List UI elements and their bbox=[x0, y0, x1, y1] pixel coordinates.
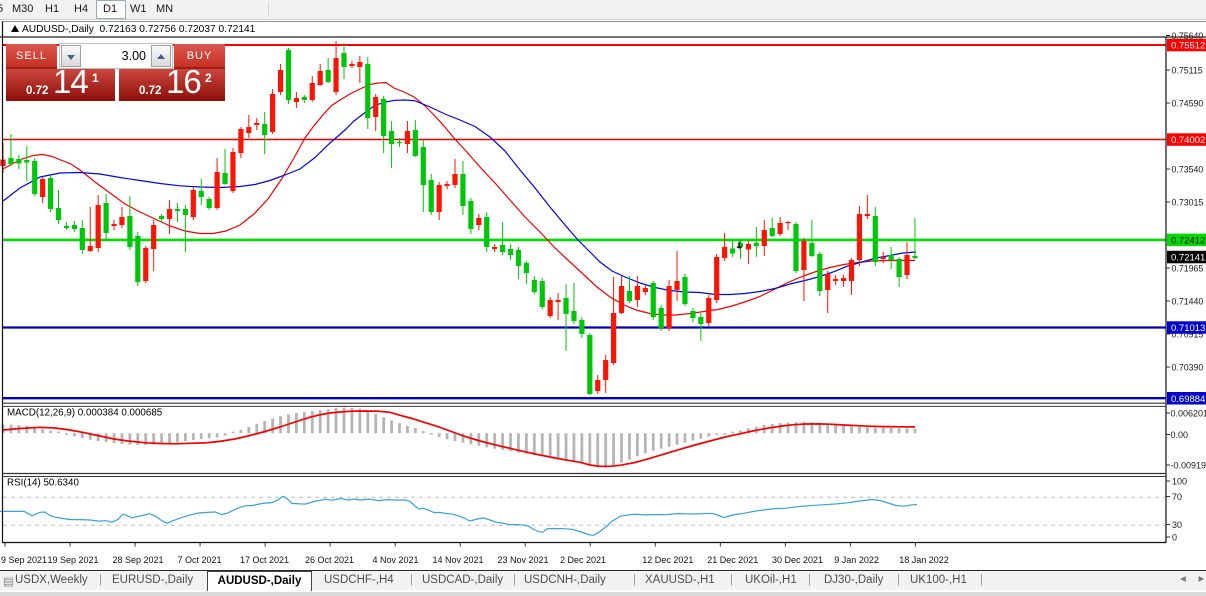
svg-text:0.006201: 0.006201 bbox=[1171, 409, 1206, 419]
svg-text:30 Dec 2021: 30 Dec 2021 bbox=[772, 555, 823, 565]
svg-text:0.75640: 0.75640 bbox=[1172, 31, 1204, 41]
svg-text:28 Sep 2021: 28 Sep 2021 bbox=[113, 555, 164, 565]
svg-text:0.70390: 0.70390 bbox=[1172, 362, 1204, 372]
svg-text:17 Oct 2021: 17 Oct 2021 bbox=[240, 555, 289, 565]
svg-text:0.70915: 0.70915 bbox=[1172, 329, 1204, 339]
svg-text:0: 0 bbox=[1172, 533, 1177, 543]
svg-text:0.72412: 0.72412 bbox=[1171, 235, 1205, 246]
svg-text:0.71440: 0.71440 bbox=[1172, 296, 1204, 306]
svg-text:-0.00919: -0.00919 bbox=[1171, 461, 1206, 471]
svg-text:0.69884: 0.69884 bbox=[1171, 394, 1205, 405]
svg-text:7 Oct 2021: 7 Oct 2021 bbox=[178, 555, 222, 565]
svg-text:0.74002: 0.74002 bbox=[1171, 135, 1205, 146]
svg-text:9 Sep 2021: 9 Sep 2021 bbox=[1, 555, 47, 565]
svg-text:RSI(14) 50.6340: RSI(14) 50.6340 bbox=[7, 478, 79, 489]
svg-text:0.75115: 0.75115 bbox=[1172, 65, 1203, 75]
svg-text:0.72141: 0.72141 bbox=[1171, 253, 1205, 264]
svg-text:0.00: 0.00 bbox=[1171, 430, 1189, 440]
svg-text:30: 30 bbox=[1172, 520, 1182, 530]
svg-text:0.71013: 0.71013 bbox=[1171, 323, 1205, 334]
svg-text:26 Oct 2021: 26 Oct 2021 bbox=[305, 555, 354, 565]
svg-text:70: 70 bbox=[1172, 492, 1182, 502]
svg-text:MACD(12,26,9) 0.000384 0.00068: MACD(12,26,9) 0.000384 0.000685 bbox=[7, 408, 163, 419]
svg-text:18 Jan 2022: 18 Jan 2022 bbox=[899, 555, 949, 565]
svg-text:0.75512: 0.75512 bbox=[1171, 41, 1205, 52]
svg-text:2 Dec 2021: 2 Dec 2021 bbox=[560, 555, 606, 565]
svg-text:23 Nov 2021: 23 Nov 2021 bbox=[498, 555, 549, 565]
svg-text:21 Dec 2021: 21 Dec 2021 bbox=[707, 555, 758, 565]
svg-text:12 Dec 2021: 12 Dec 2021 bbox=[642, 555, 693, 565]
svg-text:0.73540: 0.73540 bbox=[1172, 164, 1204, 174]
svg-text:100: 100 bbox=[1172, 477, 1187, 487]
svg-text:0.71965: 0.71965 bbox=[1172, 263, 1204, 273]
svg-text:9 Jan 2022: 9 Jan 2022 bbox=[834, 555, 879, 565]
svg-text:19 Sep 2021: 19 Sep 2021 bbox=[48, 555, 99, 565]
svg-text:4 Nov 2021: 4 Nov 2021 bbox=[373, 555, 419, 565]
svg-text:0.73015: 0.73015 bbox=[1172, 197, 1204, 207]
svg-text:14 Nov 2021: 14 Nov 2021 bbox=[433, 555, 484, 565]
svg-text:0.74590: 0.74590 bbox=[1172, 98, 1204, 108]
